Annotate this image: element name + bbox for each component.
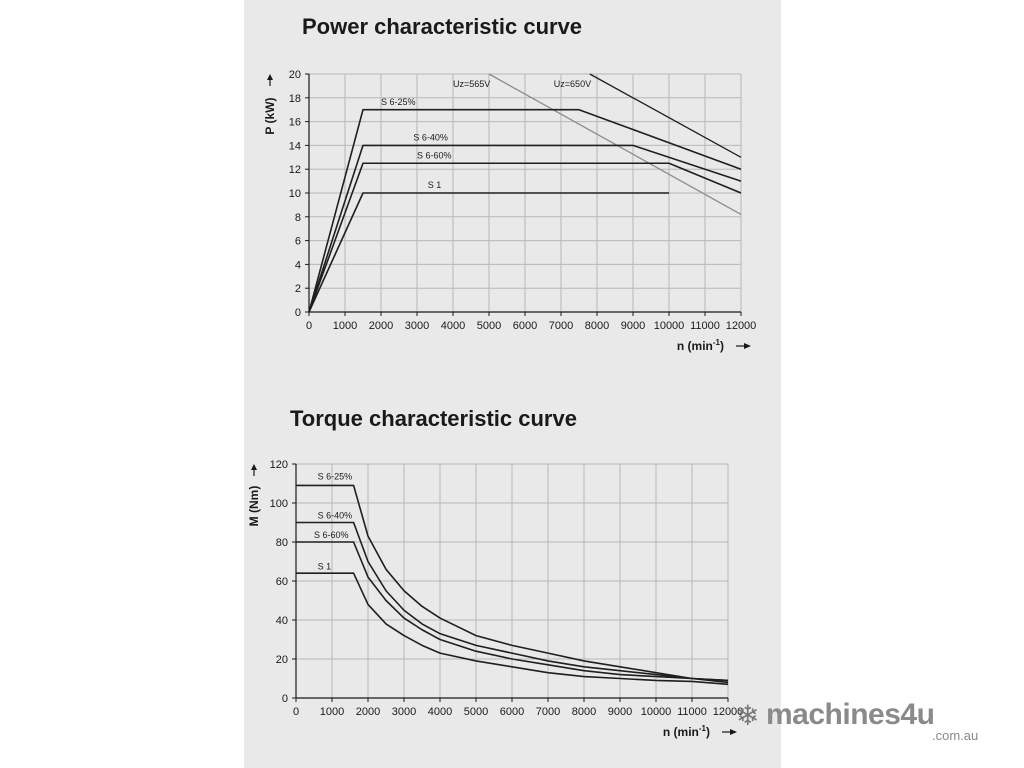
power-chart: 0 1000 2000 3000 4000 5000 6000 7000 8000 9000 100… xyxy=(263,69,757,353)
x-axis-label: n (min-1) xyxy=(677,338,724,353)
y-tick-label: 20 xyxy=(289,69,301,81)
series-line xyxy=(296,572,729,686)
x-tick-label: 8000 xyxy=(572,706,596,718)
x-tick-label: 9000 xyxy=(608,706,632,718)
series-label: S 6-40% xyxy=(318,511,353,521)
x-tick-label: 6000 xyxy=(513,320,537,332)
series-label: S 6-25% xyxy=(318,472,353,482)
torque-chart-title: Torque characteristic curve xyxy=(290,406,577,431)
y-tick-label: 14 xyxy=(289,140,301,152)
x-tick-label: 8000 xyxy=(585,320,609,332)
y-tick-label: 8 xyxy=(295,212,301,224)
limit-line-label: Uz=650V xyxy=(554,79,591,89)
x-tick-label: 4000 xyxy=(441,320,465,332)
limit-line xyxy=(589,73,742,158)
x-axis-label-main: n (min xyxy=(677,339,713,353)
series-label: S 6-60% xyxy=(314,530,349,540)
x-axis-label-sup: -1 xyxy=(699,724,707,733)
power-chart-title: Power characteristic curve xyxy=(302,14,583,39)
series-label: S 6-40% xyxy=(413,133,448,143)
x-tick-label: 11000 xyxy=(677,706,707,718)
y-tick-label: 10 xyxy=(289,188,301,200)
watermark: ❄ machines4u .com.au xyxy=(736,698,996,746)
y-tick-label: 60 xyxy=(276,576,288,588)
y-tick-label: 16 xyxy=(289,117,301,129)
y-tick-label: 18 xyxy=(289,93,301,105)
x-tick-label: 1000 xyxy=(320,706,344,718)
y-tick-label: 4 xyxy=(295,259,301,271)
x-axis-label: n (min-1) xyxy=(663,724,710,739)
series-label: S 1 xyxy=(318,561,332,571)
y-tick-label: 20 xyxy=(276,654,288,666)
x-tick-label: 3000 xyxy=(392,706,416,718)
y-tick-label: 120 xyxy=(270,459,288,471)
y-axis-arrow-head xyxy=(251,464,257,470)
x-tick-label: 0 xyxy=(293,706,299,718)
y-tick-label: 0 xyxy=(295,307,301,319)
y-axis-label: M (Nm) xyxy=(247,486,261,527)
snowflake-icon: ❄ xyxy=(736,700,760,731)
x-tick-label: 7000 xyxy=(536,706,560,718)
y-tick-label: 40 xyxy=(276,615,288,627)
x-axis-label-main: n (min xyxy=(663,725,699,739)
x-tick-label: 11000 xyxy=(690,320,720,332)
series-line xyxy=(308,192,669,313)
x-axis-arrow-head xyxy=(744,343,751,349)
y-axis-label: P (kW) xyxy=(263,97,277,134)
x-tick-label: 12000 xyxy=(713,706,744,718)
x-tick-label: 4000 xyxy=(428,706,452,718)
x-tick-label: 5000 xyxy=(477,320,501,332)
limit-line-label: Uz=565V xyxy=(453,79,490,89)
series-label: S 6-60% xyxy=(417,150,452,160)
limit-line xyxy=(488,73,742,215)
y-tick-label: 100 xyxy=(270,498,288,510)
x-tick-label: 3000 xyxy=(405,320,429,332)
y-tick-label: 6 xyxy=(295,236,301,248)
torque-chart: 0 1000 2000 3000 4000 5000 6000 7000 8000 9000 100… xyxy=(247,459,744,739)
series-line xyxy=(308,144,742,313)
series-line xyxy=(296,484,729,684)
watermark-domain: .com.au xyxy=(932,728,979,743)
x-tick-label: 10000 xyxy=(641,706,672,718)
x-tick-label: 6000 xyxy=(500,706,524,718)
x-tick-label: 2000 xyxy=(369,320,393,332)
x-tick-label: 2000 xyxy=(356,706,380,718)
x-tick-label: 9000 xyxy=(621,320,645,332)
x-tick-label: 5000 xyxy=(464,706,488,718)
series-line xyxy=(308,162,742,313)
x-tick-label: 10000 xyxy=(654,320,685,332)
x-axis-label-suffix: ) xyxy=(720,339,724,353)
y-tick-label: 0 xyxy=(282,693,288,705)
series-label: S 6-25% xyxy=(381,97,416,107)
x-axis-label-suffix: ) xyxy=(706,725,710,739)
series-label: S 1 xyxy=(428,180,442,190)
y-tick-label: 2 xyxy=(295,283,301,295)
x-axis-label-sup: -1 xyxy=(713,338,721,347)
x-tick-label: 12000 xyxy=(726,320,757,332)
x-tick-label: 1000 xyxy=(333,320,357,332)
y-axis-arrow-head xyxy=(267,74,273,80)
y-tick-label: 80 xyxy=(276,537,288,549)
series-line xyxy=(296,521,729,682)
watermark-text: machines4u xyxy=(766,698,935,731)
series-line xyxy=(308,108,742,313)
x-tick-label: 0 xyxy=(306,320,312,332)
x-axis-arrow-head xyxy=(730,729,737,735)
y-tick-label: 12 xyxy=(289,164,301,176)
series-line xyxy=(296,541,729,682)
x-tick-label: 7000 xyxy=(549,320,573,332)
